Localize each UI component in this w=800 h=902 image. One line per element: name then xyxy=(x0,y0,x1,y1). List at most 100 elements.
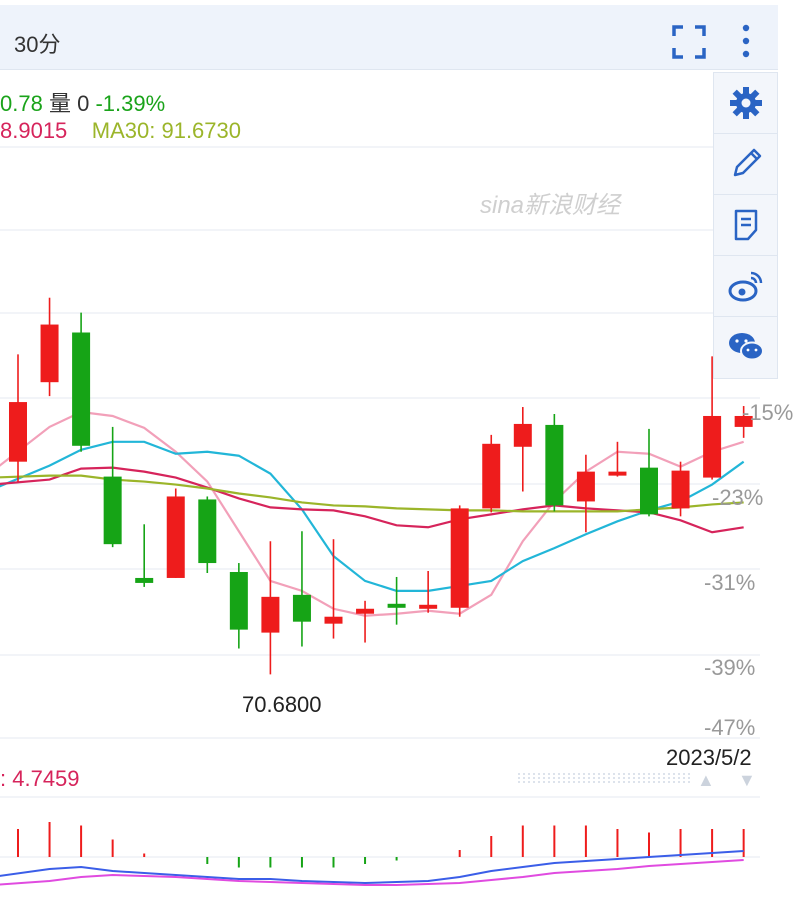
scroll-dot xyxy=(573,781,575,783)
candle-body xyxy=(513,423,532,447)
candle-body xyxy=(671,470,690,509)
date-label: 2023/5/2 xyxy=(666,745,752,770)
scroll-dot xyxy=(618,773,620,775)
notes-icon xyxy=(734,209,757,241)
y-tick-label: -31% xyxy=(704,570,756,595)
volume-label: 量 xyxy=(48,91,71,116)
scroll-dot xyxy=(668,777,670,779)
scroll-dot xyxy=(633,777,635,779)
scroll-dot xyxy=(633,773,635,775)
scroll-dot xyxy=(538,781,540,783)
scroll-dot xyxy=(533,777,535,779)
scroll-dot xyxy=(583,777,585,779)
scroll-dot xyxy=(623,773,625,775)
ma5-line xyxy=(0,410,744,617)
candle-body xyxy=(198,499,217,564)
macd-dea-line xyxy=(0,859,744,886)
ma-left-value: 8.9015 xyxy=(0,118,68,143)
scroll-dot xyxy=(518,777,520,779)
wechat-share-button[interactable] xyxy=(714,317,777,377)
scroll-dot xyxy=(678,781,680,783)
tool-sidebar xyxy=(713,72,778,379)
scroll-up-icon[interactable]: ▲ xyxy=(697,770,715,790)
scroll-dot xyxy=(533,781,535,783)
gear-icon xyxy=(729,87,762,119)
scroll-dot xyxy=(653,777,655,779)
scroll-dot xyxy=(678,773,680,775)
draw-button[interactable] xyxy=(714,134,777,195)
ma30-line xyxy=(0,474,744,513)
scroll-dot xyxy=(593,773,595,775)
scroll-dot xyxy=(558,773,560,775)
ma30-value: 91.6730 xyxy=(161,118,241,143)
ma10-line xyxy=(0,440,745,592)
scroll-dot xyxy=(663,773,665,775)
moving-averages xyxy=(0,410,745,617)
scroll-dot xyxy=(588,777,590,779)
low-price-annotation: 70.6800 xyxy=(242,692,322,717)
scroll-dot xyxy=(593,781,595,783)
more-options-icon[interactable] xyxy=(736,23,756,59)
period-selector[interactable]: 30分 xyxy=(14,32,61,57)
scroll-dot xyxy=(643,777,645,779)
scroll-dot xyxy=(648,773,650,775)
candle-body xyxy=(324,616,343,624)
scroll-dot xyxy=(553,777,555,779)
scroll-dot xyxy=(608,781,610,783)
scroll-dot xyxy=(583,773,585,775)
macd-dif-line xyxy=(0,850,744,885)
settings-button[interactable] xyxy=(714,73,777,134)
scroll-dot xyxy=(648,777,650,779)
scroll-dot xyxy=(523,781,525,783)
scroll-dot xyxy=(668,781,670,783)
scroll-dot xyxy=(593,777,595,779)
y-tick-label: -39% xyxy=(704,655,756,680)
scroll-dot xyxy=(558,781,560,783)
scroll-dot xyxy=(538,773,540,775)
scroll-dot xyxy=(603,777,605,779)
scroll-dot xyxy=(518,773,520,775)
candle-body xyxy=(261,596,280,633)
candle-body xyxy=(576,471,595,502)
scroll-dot xyxy=(598,773,600,775)
scroll-dot xyxy=(558,777,560,779)
scroll-dot xyxy=(548,781,550,783)
scroll-dot xyxy=(663,781,665,783)
scroll-dot xyxy=(628,773,630,775)
price-info-line: 0.78 量 0 -1.39% xyxy=(0,86,165,118)
scroll-dot xyxy=(603,781,605,783)
scroll-dot xyxy=(543,773,545,775)
scroll-dot xyxy=(638,781,640,783)
scroll-dot xyxy=(533,773,535,775)
candle-body xyxy=(292,594,311,622)
scroll-dot xyxy=(643,781,645,783)
candle-body xyxy=(103,476,122,545)
change-percent: -1.39% xyxy=(95,91,166,116)
scroll-dot xyxy=(543,781,545,783)
ma30-label: MA30: xyxy=(91,118,156,143)
scroll-dot xyxy=(613,781,615,783)
candle-body xyxy=(450,508,469,608)
scroll-dot xyxy=(618,777,620,779)
scroll-dot xyxy=(653,773,655,775)
grid-lines xyxy=(0,146,760,858)
scroll-down-icon[interactable]: ▼ xyxy=(738,770,756,790)
candle-body xyxy=(166,496,185,578)
scroll-dot xyxy=(553,781,555,783)
scroll-dot xyxy=(568,777,570,779)
scroll-dot xyxy=(673,777,675,779)
scroll-dot xyxy=(683,773,685,775)
scroll-dot xyxy=(613,777,615,779)
scroll-dot xyxy=(563,773,565,775)
scroll-dot xyxy=(568,773,570,775)
scroll-dot xyxy=(598,777,600,779)
weibo-share-button[interactable] xyxy=(714,256,777,317)
scroll-dot xyxy=(553,773,555,775)
notes-button[interactable] xyxy=(714,195,777,256)
candle-body xyxy=(40,324,59,383)
fullscreen-icon[interactable] xyxy=(672,25,706,59)
scroll-dot xyxy=(578,773,580,775)
candle-body xyxy=(545,424,564,506)
candle-body xyxy=(72,332,91,446)
